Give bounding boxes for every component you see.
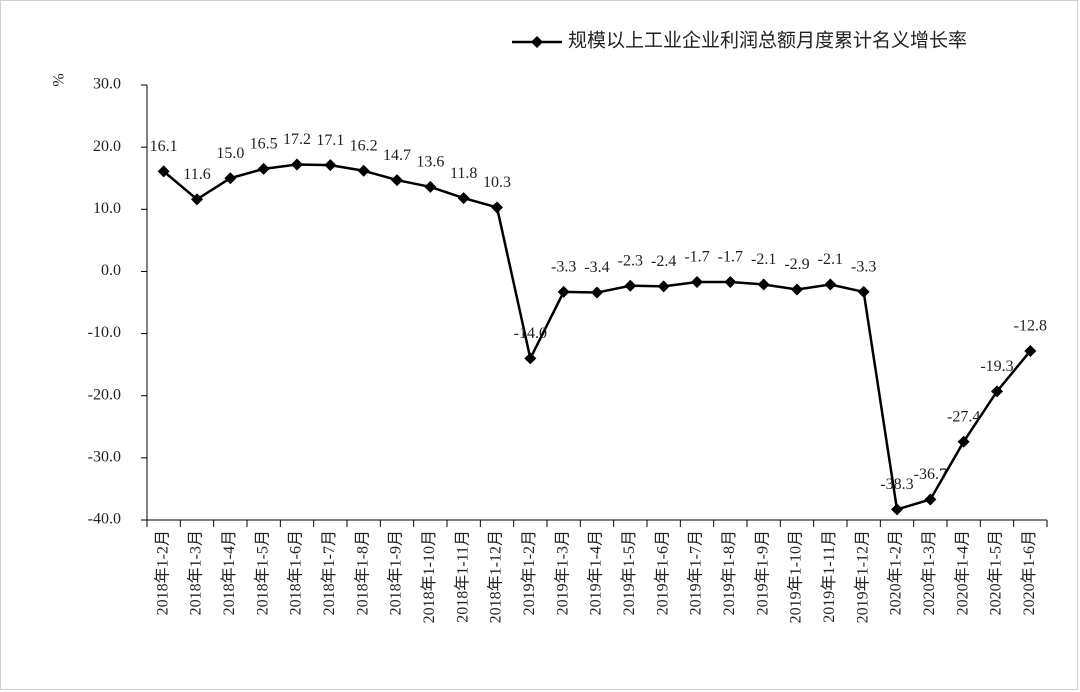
x-tick-label: 2019年1-10月: [787, 530, 805, 623]
marker: [791, 283, 803, 296]
data-label: -14.0: [514, 325, 547, 342]
data-label: 17.1: [316, 132, 344, 149]
data-label: -27.4: [947, 408, 980, 425]
data-label: 14.7: [383, 147, 411, 164]
data-label: -2.1: [818, 251, 843, 268]
marker: [957, 435, 970, 448]
data-label: -36.7: [914, 466, 947, 483]
marker: [424, 180, 437, 193]
x-tick-label: 2018年1-10月: [420, 530, 438, 623]
data-label: -1.7: [718, 249, 743, 266]
data-label: 17.2: [283, 131, 311, 148]
data-label: -2.9: [784, 256, 809, 273]
x-tick-label: 2019年1-7月: [687, 530, 705, 615]
x-tick-label: 2018年1-2月: [153, 530, 171, 615]
x-tick-label: 2020年1-5月: [987, 530, 1005, 615]
data-label: 11.8: [450, 165, 477, 182]
x-tick-label: 2020年1-2月: [887, 530, 905, 615]
x-tick-label: 2018年1-7月: [320, 530, 338, 615]
marker: [724, 275, 737, 288]
data-label: -2.3: [618, 252, 643, 269]
marker: [591, 286, 603, 299]
marker: [757, 278, 770, 291]
marker: [157, 165, 170, 178]
marker: [224, 172, 237, 185]
marker: [457, 192, 470, 205]
data-label: 16.5: [250, 136, 278, 153]
x-tick-label: 2018年1-6月: [287, 530, 305, 615]
legend-label: 规模以上工业企业利润总额月度累计名义增长率: [568, 29, 967, 51]
x-tick-label: 2020年1-4月: [953, 530, 971, 615]
x-tick-label: 2019年1-6月: [653, 530, 671, 615]
legend-marker: [531, 36, 543, 48]
x-tick-label: 2018年1-11月: [453, 530, 471, 623]
line: [162, 163, 1032, 512]
x-tick-label: 2019年1-2月: [520, 530, 538, 615]
y-tick-label: 10.0: [93, 200, 121, 217]
marker: [391, 174, 403, 187]
x-tick-label: 2018年1-5月: [253, 530, 271, 615]
marker: [324, 159, 337, 172]
marker: [824, 278, 837, 291]
x-tick-label: 2019年1-3月: [553, 530, 571, 615]
marker: [891, 503, 903, 516]
data-label: 10.3: [483, 174, 511, 191]
y-tick-label: 30.0: [93, 76, 121, 93]
data-label: -12.8: [1014, 318, 1047, 335]
x-tick-label: 2019年1-12月: [853, 530, 871, 623]
data-label: -3.3: [551, 259, 576, 276]
marker: [1024, 344, 1037, 357]
y-tick-label: 0.0: [101, 262, 121, 279]
y-tick-label: 20.0: [93, 138, 121, 155]
marker: [991, 385, 1003, 398]
marker: [524, 352, 537, 365]
y-axis-label: %: [51, 73, 68, 86]
data-label: 16.1: [150, 138, 178, 155]
marker: [657, 280, 670, 293]
x-tick-label: 2019年1-5月: [620, 530, 638, 615]
y-tick-label: -30.0: [88, 449, 121, 466]
x-tick-label: 2018年1-12月: [487, 530, 505, 623]
x-tick-label: 2018年1-3月: [187, 530, 205, 615]
y-tick-label: -10.0: [88, 324, 121, 341]
data-label: -38.3: [880, 476, 913, 493]
marker: [357, 164, 370, 177]
data-label: -2.4: [651, 253, 676, 270]
data-label: -1.7: [684, 249, 709, 266]
x-tick-label: 2019年1-8月: [720, 530, 738, 615]
data-label: 16.2: [350, 137, 378, 154]
x-tick-label: 2019年1-4月: [587, 530, 605, 615]
marker: [857, 285, 870, 298]
data-label: 15.0: [216, 145, 244, 162]
marker: [691, 275, 703, 288]
data-label: -2.1: [751, 251, 776, 268]
data-label: -3.4: [584, 259, 609, 276]
data-label: -19.3: [980, 358, 1013, 375]
marker: [191, 193, 203, 206]
data-label: 11.6: [183, 166, 210, 183]
x-tick-label: 2019年1-11月: [820, 530, 838, 623]
marker: [491, 201, 503, 214]
x-tick-label: 2018年1-9月: [387, 530, 405, 615]
x-tick-label: 2019年1-9月: [753, 530, 771, 615]
marker: [291, 158, 303, 171]
x-tick-label: 2018年1-8月: [353, 530, 371, 615]
data-label: 13.6: [416, 154, 444, 171]
x-tick-label: 2018年1-4月: [220, 530, 238, 615]
data-label: -3.3: [851, 259, 876, 276]
x-tick-label: 2020年1-6月: [1020, 530, 1038, 615]
x-tick-label: 2020年1-3月: [920, 530, 938, 615]
marker: [257, 162, 270, 175]
marker: [924, 493, 937, 506]
y-tick-label: -40.0: [88, 511, 121, 528]
y-tick-label: -20.0: [88, 386, 121, 403]
marker: [557, 285, 570, 298]
marker: [624, 279, 637, 292]
